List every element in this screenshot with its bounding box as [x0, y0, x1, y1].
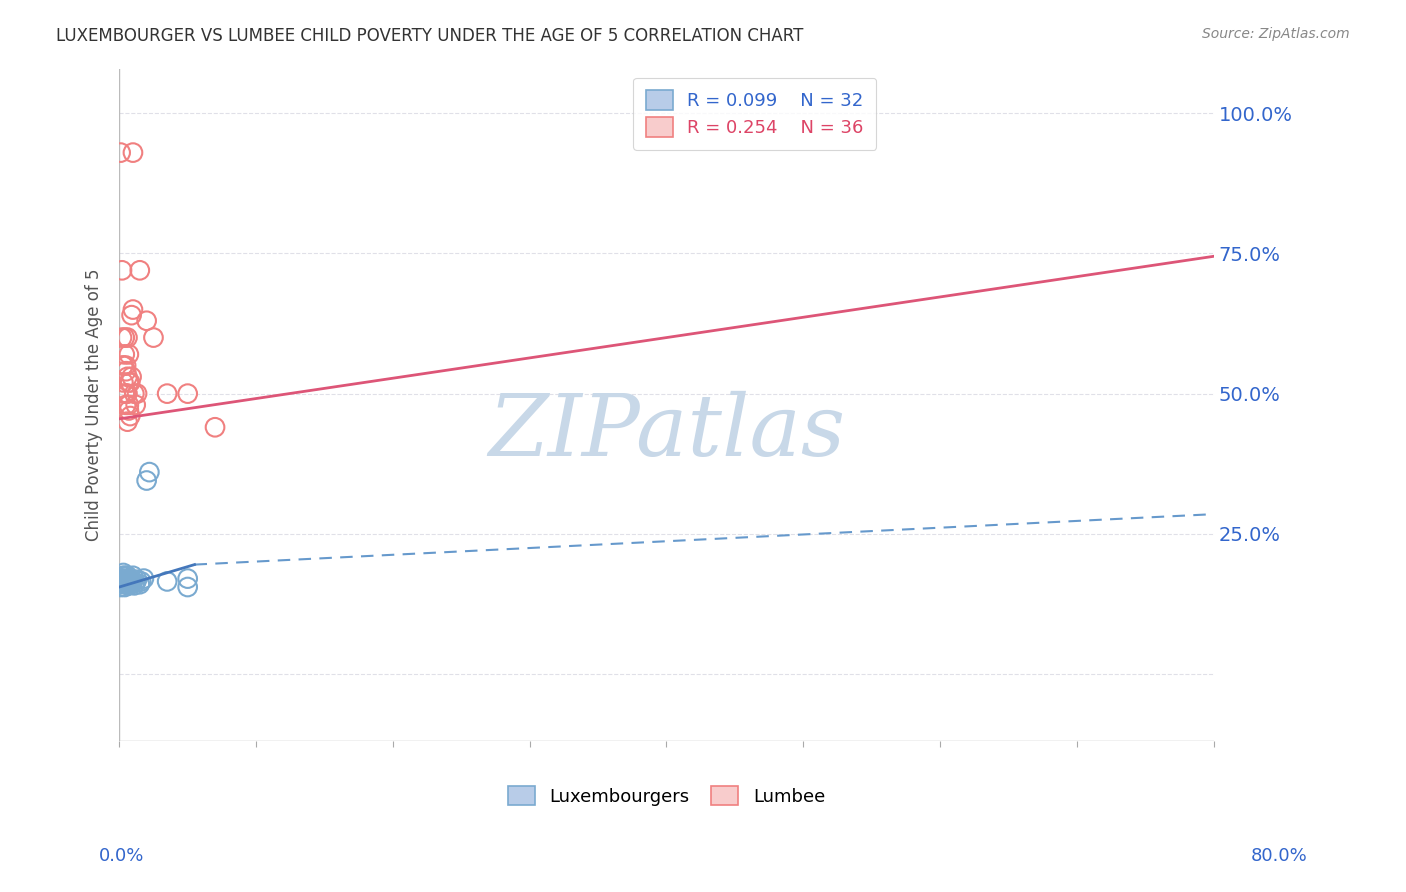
Point: [176, 386, 198, 401]
Point: [110, 145, 132, 160]
Point: [124, 578, 146, 592]
Point: [121, 577, 143, 591]
Point: [112, 577, 135, 591]
Point: [114, 574, 136, 589]
Point: [114, 330, 136, 344]
Legend: Luxembourgers, Lumbee: Luxembourgers, Lumbee: [501, 779, 832, 813]
Point: [156, 574, 179, 589]
Point: [121, 369, 143, 384]
Point: [111, 330, 134, 344]
Point: [125, 398, 148, 412]
Point: [125, 573, 148, 587]
Point: [129, 574, 152, 589]
Point: [112, 359, 135, 373]
Point: [114, 347, 136, 361]
Text: LUXEMBOURGER VS LUMBEE CHILD POVERTY UNDER THE AGE OF 5 CORRELATION CHART: LUXEMBOURGER VS LUMBEE CHILD POVERTY UND…: [56, 27, 804, 45]
Text: Source: ZipAtlas.com: Source: ZipAtlas.com: [1202, 27, 1350, 41]
Point: [118, 347, 141, 361]
Point: [122, 302, 145, 317]
Point: [125, 575, 148, 590]
Point: [135, 314, 157, 328]
Point: [115, 364, 138, 378]
Point: [120, 409, 142, 423]
Point: [125, 386, 148, 401]
Point: [117, 569, 139, 583]
Point: [142, 330, 165, 344]
Point: [114, 580, 136, 594]
Point: [122, 569, 145, 583]
Point: [110, 580, 132, 594]
Point: [128, 577, 150, 591]
Point: [117, 386, 139, 401]
Point: [124, 386, 146, 401]
Point: [122, 574, 145, 589]
Point: [114, 569, 136, 583]
Point: [176, 580, 198, 594]
Point: [112, 566, 135, 580]
Point: [122, 145, 145, 160]
Point: [115, 386, 138, 401]
Point: [115, 577, 138, 591]
Point: [118, 574, 141, 589]
Text: 0.0%: 0.0%: [98, 847, 143, 865]
Point: [121, 308, 143, 322]
Point: [117, 415, 139, 429]
Point: [118, 578, 141, 592]
Y-axis label: Child Poverty Under the Age of 5: Child Poverty Under the Age of 5: [86, 268, 103, 541]
Point: [112, 376, 135, 390]
Point: [117, 369, 139, 384]
Point: [204, 420, 226, 434]
Point: [117, 330, 139, 344]
Point: [118, 376, 141, 390]
Point: [111, 572, 134, 586]
Point: [135, 474, 157, 488]
Point: [111, 263, 134, 277]
Point: [115, 572, 138, 586]
Text: 80.0%: 80.0%: [1251, 847, 1308, 865]
Text: ZIPatlas: ZIPatlas: [488, 391, 845, 473]
Point: [112, 359, 135, 373]
Point: [115, 398, 138, 412]
Point: [176, 572, 198, 586]
Point: [114, 386, 136, 401]
Point: [118, 403, 141, 417]
Point: [112, 569, 135, 583]
Point: [120, 576, 142, 591]
Point: [138, 465, 160, 479]
Point: [132, 572, 155, 586]
Point: [120, 573, 142, 587]
Point: [111, 574, 134, 589]
Point: [156, 386, 179, 401]
Point: [120, 376, 142, 390]
Point: [117, 573, 139, 587]
Point: [117, 575, 139, 590]
Point: [118, 398, 141, 412]
Point: [128, 263, 150, 277]
Point: [115, 359, 138, 373]
